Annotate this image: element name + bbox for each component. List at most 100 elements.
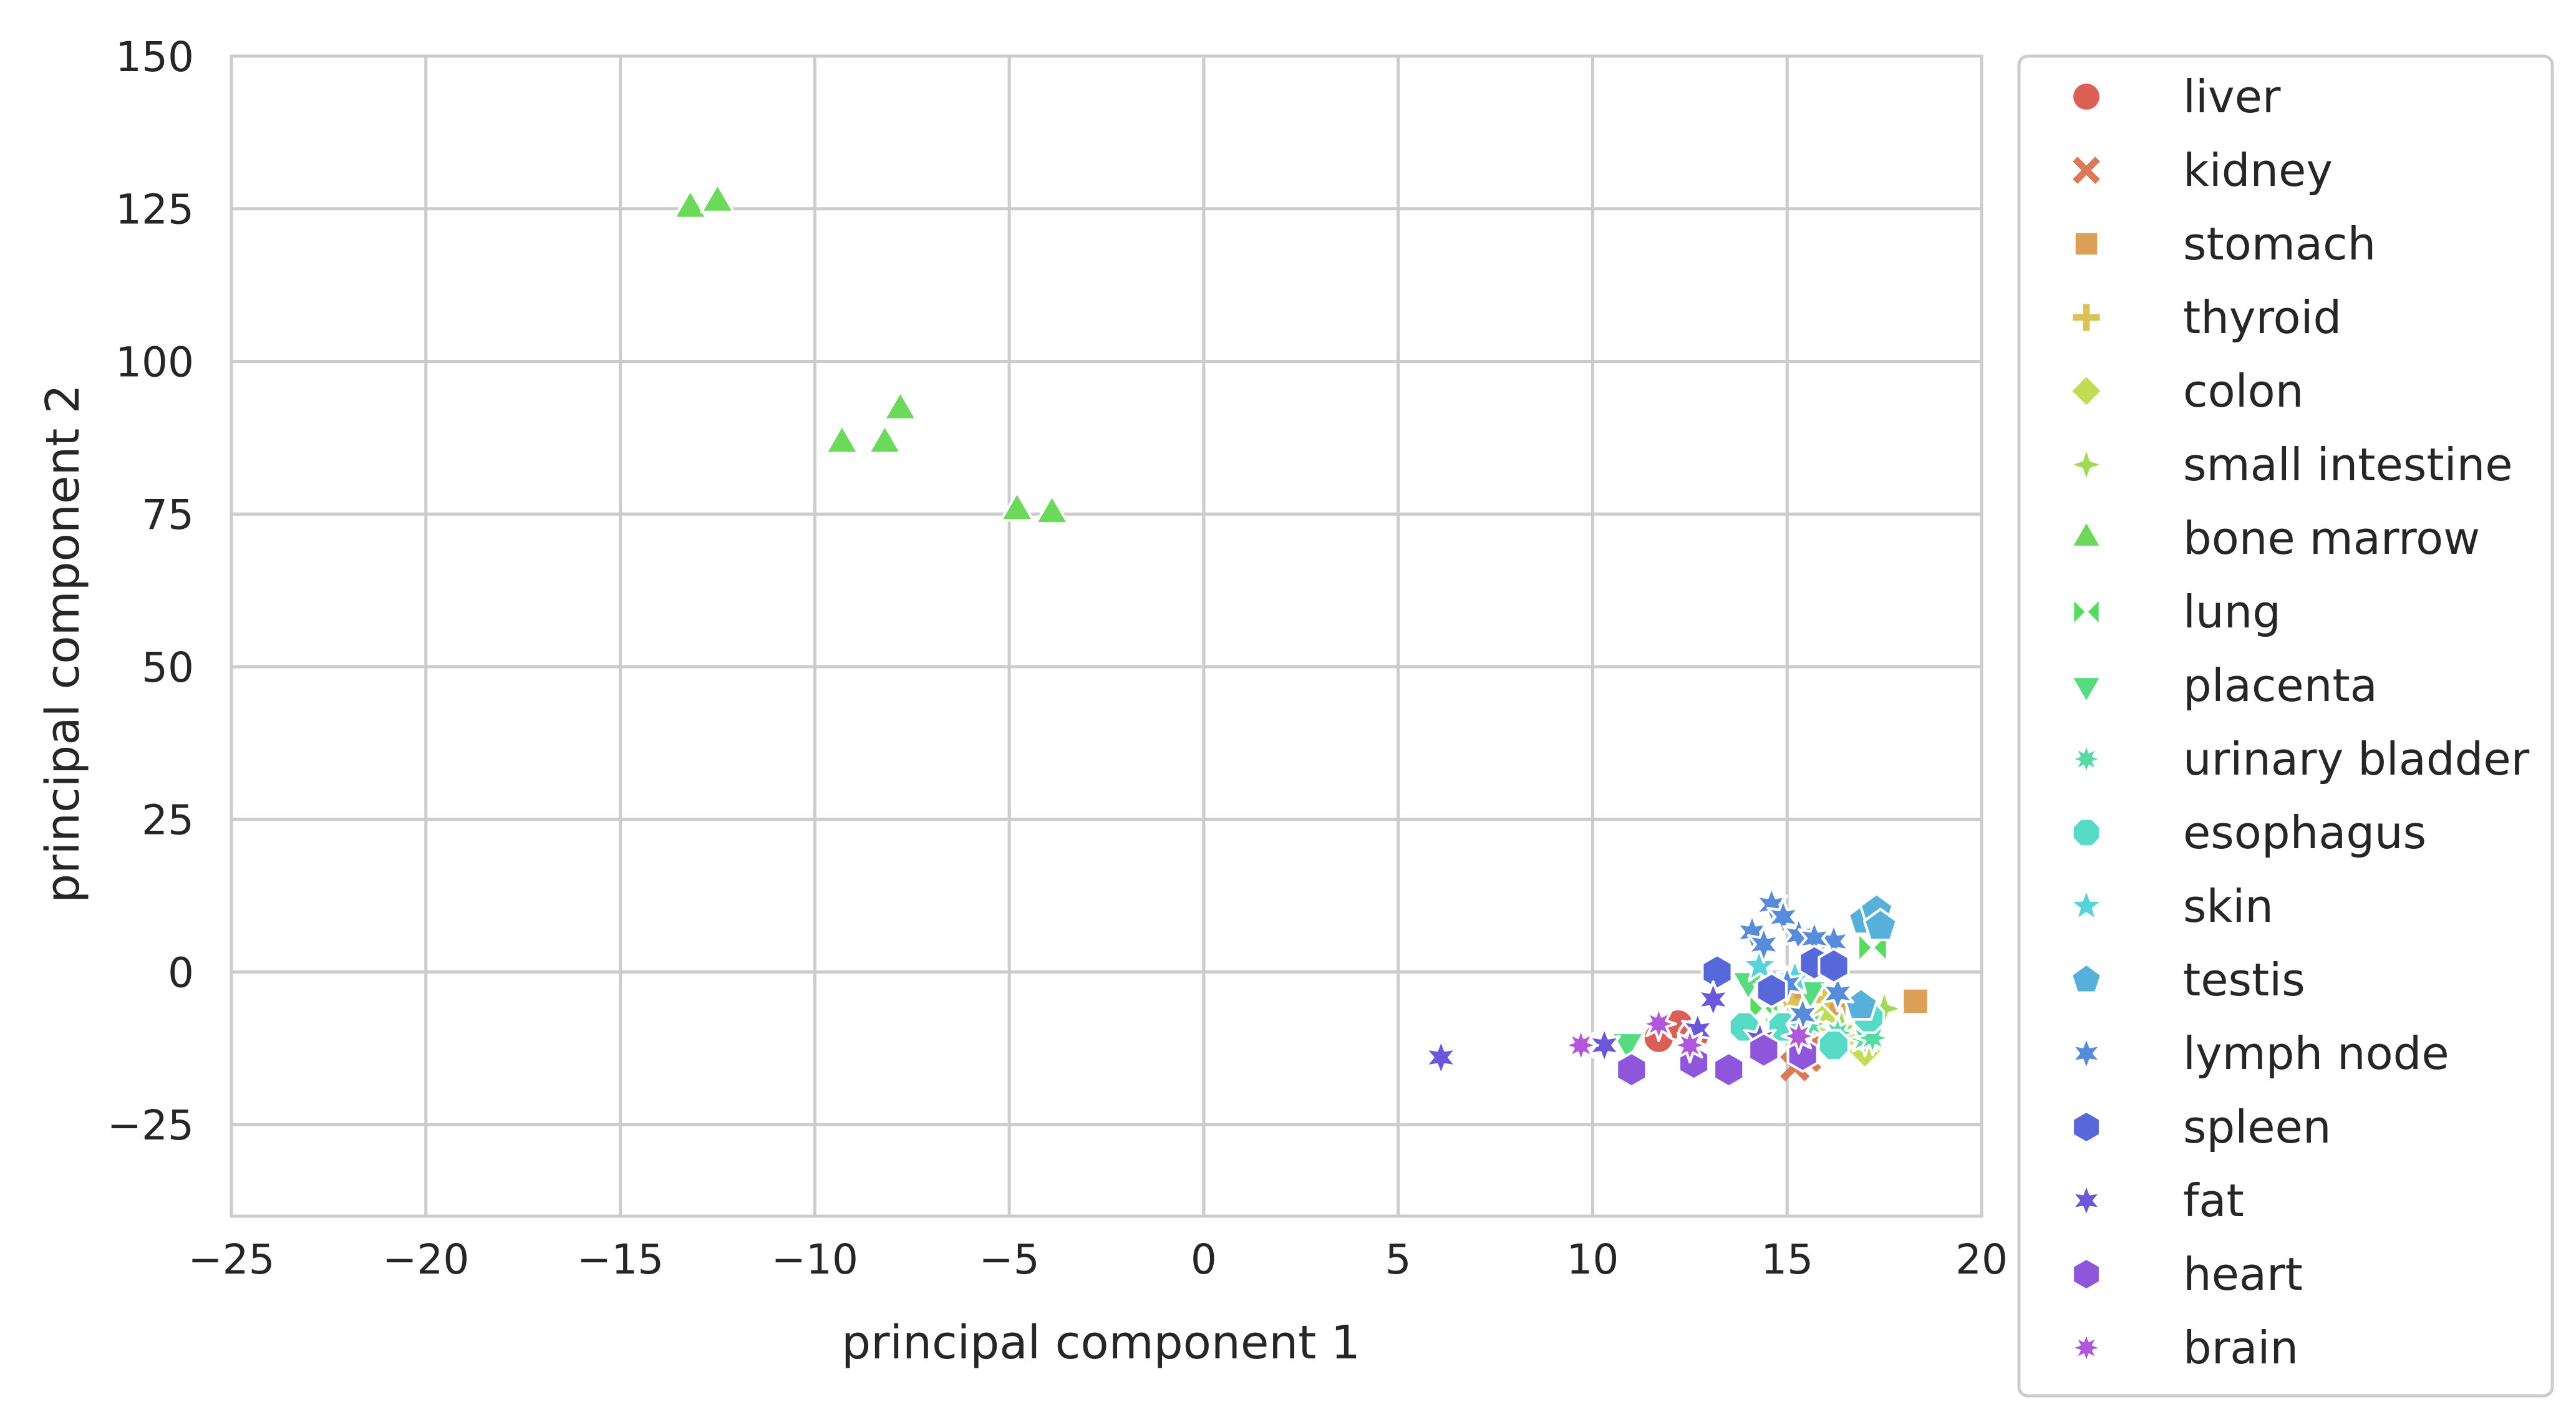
legend-marker-lymph-node — [2071, 1035, 2102, 1071]
plot-frame — [230, 54, 1983, 1218]
point-brain — [1640, 1005, 1677, 1042]
legend-item-lung: lung — [2071, 586, 2281, 638]
legend-marker-placenta — [2070, 675, 2103, 704]
legend-marker-colon — [2069, 374, 2104, 409]
x-tick-label: −10 — [772, 1236, 858, 1284]
data-points — [672, 182, 1930, 1088]
x-tick-label: 0 — [1191, 1236, 1217, 1284]
legend-item-urinary-bladder: urinary bladder — [2069, 733, 2530, 785]
legend-item-bone-marrow: bone marrow — [2070, 512, 2480, 564]
legend-label-bone-marrow: bone marrow — [2183, 512, 2480, 564]
x-axis-ticks: −25 −20 −15 −10 −5 0 5 10 15 20 — [188, 1236, 2008, 1284]
legend-item-esophagus: esophagus — [2071, 806, 2426, 859]
legend-frame — [2017, 54, 2554, 1398]
point-skin — [1741, 946, 1779, 982]
plot-background — [231, 56, 1982, 1216]
legend-label-small-intestine: small intestine — [2183, 438, 2513, 491]
point-lymph-node — [1821, 974, 1855, 1013]
y-tick-label: 100 — [115, 338, 194, 386]
legend-label-testis: testis — [2183, 954, 2305, 1006]
legend-marker-heart — [2071, 1257, 2101, 1292]
legend: liver kidney stomach thyroid colon small inte… — [2017, 54, 2554, 1398]
point-bone-marrow — [883, 390, 918, 421]
legend-marker-testis — [2070, 962, 2103, 994]
legend-item-liver: liver — [2071, 70, 2281, 123]
point-bone-marrow — [867, 423, 903, 455]
legend-marker-brain — [2069, 1330, 2104, 1365]
legend-marker-skin — [2068, 888, 2104, 922]
y-tick-label: 125 — [115, 186, 194, 234]
legend-label-kidney: kidney — [2183, 144, 2333, 196]
point-spleen — [1818, 947, 1850, 984]
legend-marker-spleen — [2071, 1110, 2101, 1144]
legend-label-brain: brain — [2183, 1322, 2298, 1374]
legend-label-stomach: stomach — [2183, 218, 2376, 270]
legend-marker-stomach — [2073, 230, 2100, 258]
x-axis-label: principal component 1 — [841, 1316, 1360, 1370]
x-tick-label: −20 — [382, 1236, 469, 1284]
x-tick-label: 5 — [1385, 1236, 1411, 1284]
legend-marker-esophagus — [2071, 817, 2102, 848]
legend-marker-liver — [2071, 81, 2102, 112]
point-bone-marrow — [1034, 494, 1070, 525]
y-tick-label: 75 — [142, 491, 194, 539]
legend-marker-bone-marrow — [2070, 520, 2103, 548]
point-bone-marrow — [825, 423, 859, 455]
point-fat — [1424, 1038, 1458, 1077]
y-axis-label: principal component 2 — [36, 384, 90, 903]
point-spleen — [1701, 954, 1733, 990]
point-placenta — [1610, 1031, 1645, 1062]
point-bone-marrow — [999, 491, 1035, 522]
y-tick-label: 150 — [115, 33, 194, 81]
y-tick-label: −25 — [107, 1101, 194, 1149]
legend-label-lymph-node: lymph node — [2183, 1027, 2449, 1080]
legend-item-brain: brain — [2069, 1322, 2298, 1374]
legend-label-skin: skin — [2183, 880, 2273, 932]
point-brain — [1671, 1027, 1708, 1064]
legend-label-esophagus: esophagus — [2183, 806, 2426, 859]
plot-area — [230, 54, 1983, 1218]
point-stomach — [1901, 987, 1930, 1016]
legend-item-skin: skin — [2068, 880, 2273, 932]
legend-item-colon: colon — [2069, 365, 2303, 417]
legend-label-placenta: placenta — [2183, 659, 2378, 712]
x-tick-label: −25 — [188, 1236, 274, 1284]
legend-item-stomach: stomach — [2073, 218, 2376, 270]
legend-label-fat: fat — [2183, 1174, 2244, 1227]
point-lymph-node — [1766, 897, 1800, 936]
legend-label-spleen: spleen — [2183, 1101, 2331, 1153]
legend-marker-kidney — [2073, 157, 2100, 184]
legend-marker-lung — [2071, 597, 2101, 627]
point-fat — [1696, 980, 1730, 1019]
legend-marker-small-intestine — [2068, 446, 2105, 483]
x-tick-label: −5 — [979, 1236, 1039, 1284]
point-heart — [1712, 1051, 1745, 1088]
y-axis-ticks: −25 0 25 50 75 100 125 150 — [107, 33, 194, 1149]
point-heart — [1615, 1051, 1648, 1088]
legend-label-heart: heart — [2183, 1248, 2303, 1300]
legend-label-lung: lung — [2183, 586, 2281, 638]
point-brain — [1562, 1027, 1600, 1064]
point-heart — [1748, 1032, 1780, 1069]
y-tick-label: 50 — [142, 644, 194, 692]
legend-item-testis: testis — [2070, 954, 2305, 1006]
legend-item-kidney: kidney — [2073, 144, 2333, 196]
legend-item-lymph-node: lymph node — [2071, 1027, 2449, 1080]
legend-item-fat: fat — [2071, 1174, 2244, 1227]
x-tick-label: −15 — [577, 1236, 664, 1284]
x-tick-label: 20 — [1955, 1236, 2008, 1284]
y-tick-label: 0 — [168, 949, 194, 997]
point-esophagus — [1817, 1028, 1851, 1062]
y-tick-label: 25 — [142, 796, 194, 844]
x-tick-label: 15 — [1761, 1236, 1813, 1284]
legend-label-liver: liver — [2183, 70, 2281, 123]
x-tick-label: 10 — [1566, 1236, 1619, 1284]
legend-marker-urinary-bladder — [2069, 742, 2104, 776]
legend-item-thyroid: thyroid — [2073, 291, 2341, 344]
point-testis — [1862, 907, 1898, 942]
legend-label-thyroid: thyroid — [2183, 291, 2341, 344]
point-lymph-node — [1746, 925, 1781, 964]
point-bone-marrow — [672, 188, 708, 220]
legend-marker-thyroid — [2073, 304, 2100, 331]
